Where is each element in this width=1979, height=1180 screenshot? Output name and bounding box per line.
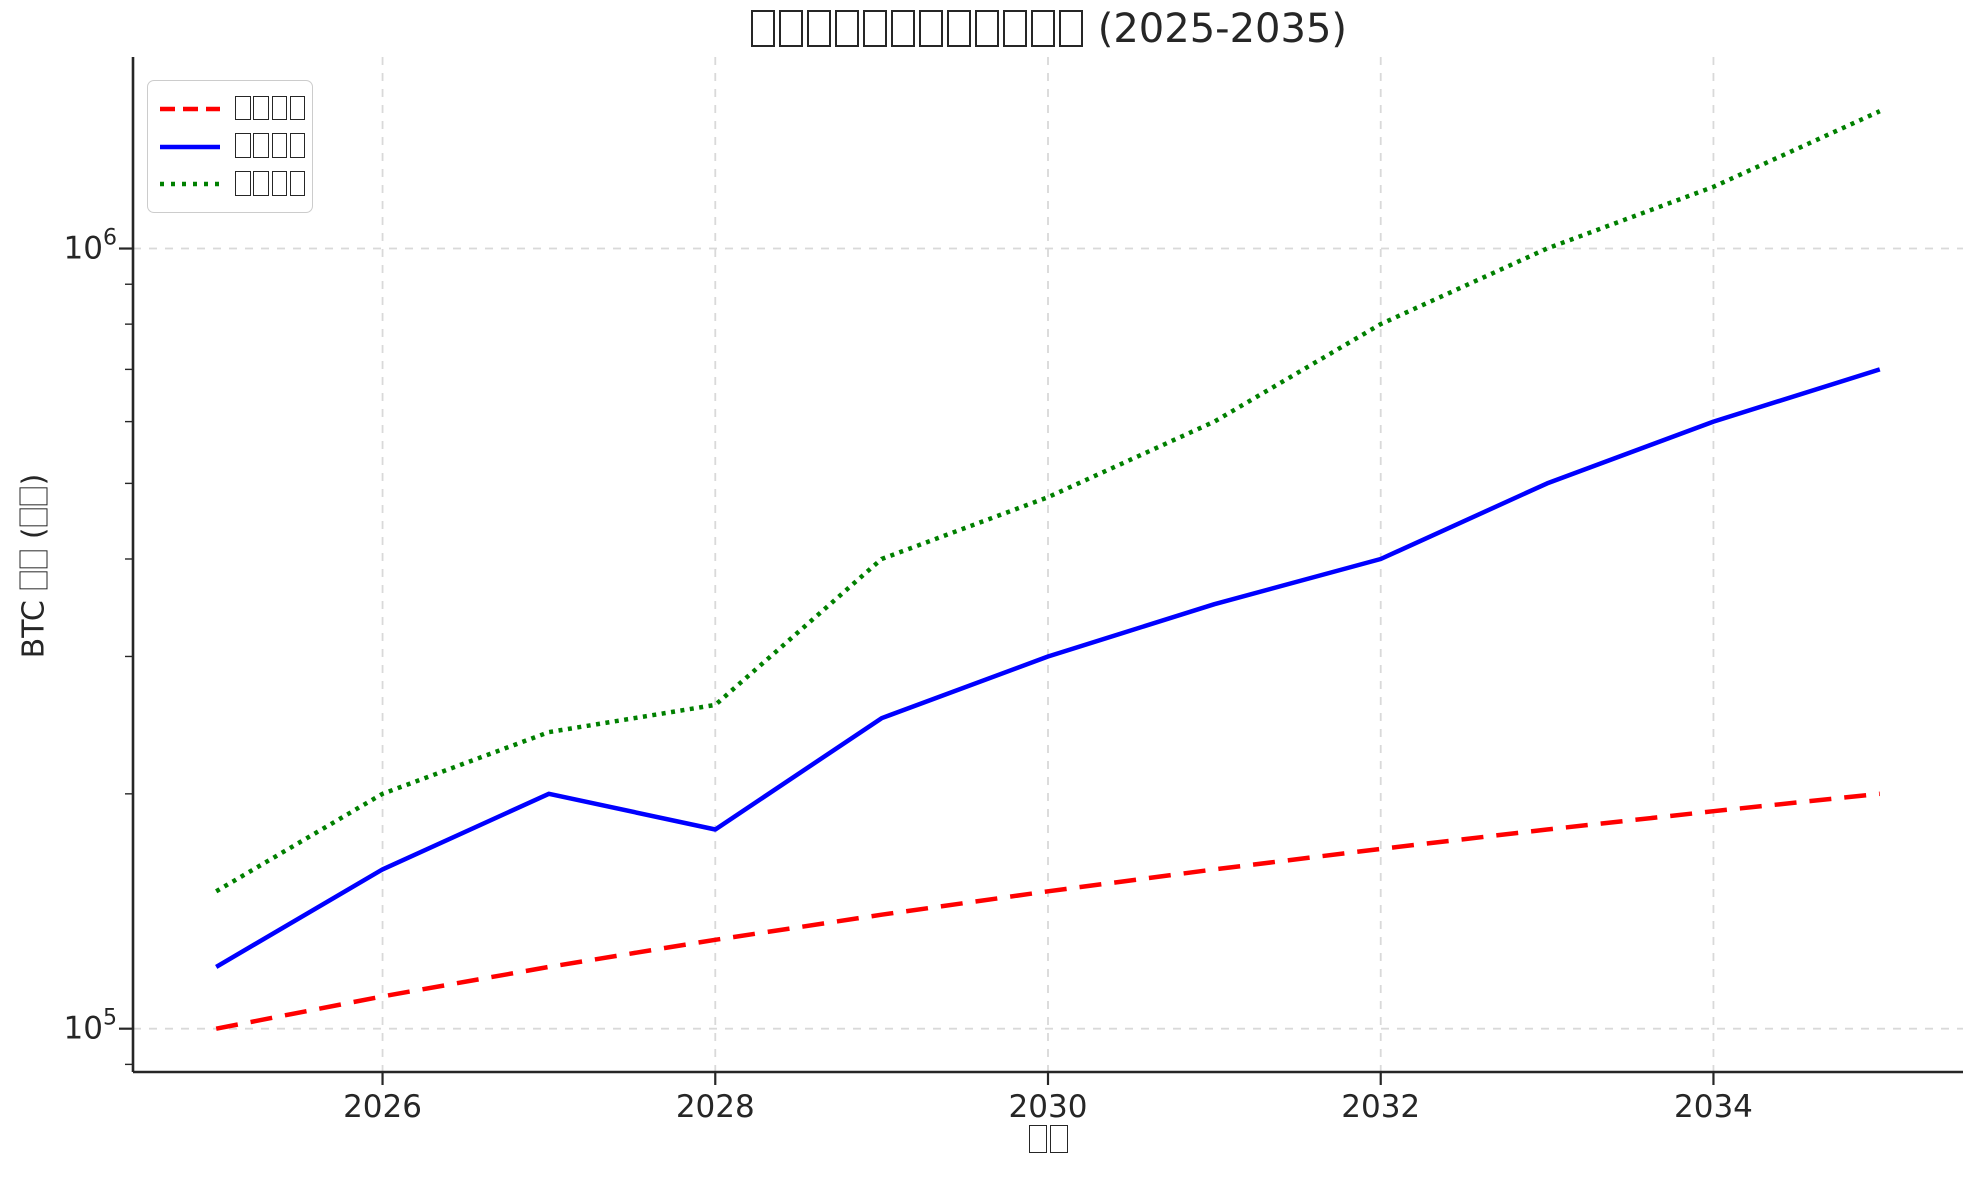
legend-box bbox=[147, 80, 313, 213]
y-axis-label: BTC () bbox=[16, 473, 52, 659]
legend-entry-optimistic bbox=[160, 165, 306, 203]
svg-text:106: 106 bbox=[64, 226, 117, 267]
legend-label bbox=[234, 169, 307, 199]
legend-entry-conservative bbox=[160, 90, 306, 128]
legend-solid-line-sample bbox=[160, 144, 220, 149]
svg-text:2032: 2032 bbox=[1341, 1089, 1420, 1125]
legend-label bbox=[234, 94, 307, 124]
svg-text:105: 105 bbox=[64, 1006, 117, 1047]
svg-text:2034: 2034 bbox=[1674, 1089, 1753, 1125]
svg-text:2030: 2030 bbox=[1009, 1089, 1088, 1125]
legend-dotted-line-sample bbox=[160, 181, 220, 187]
svg-text:2028: 2028 bbox=[676, 1089, 755, 1125]
chart-title: (2025-2035) bbox=[133, 6, 1963, 52]
x-axis-label bbox=[133, 1122, 1963, 1157]
svg-text:2026: 2026 bbox=[343, 1089, 422, 1125]
legend-dashed-line-sample bbox=[160, 106, 220, 112]
legend-label bbox=[234, 132, 307, 162]
legend-entry-base bbox=[160, 128, 306, 166]
